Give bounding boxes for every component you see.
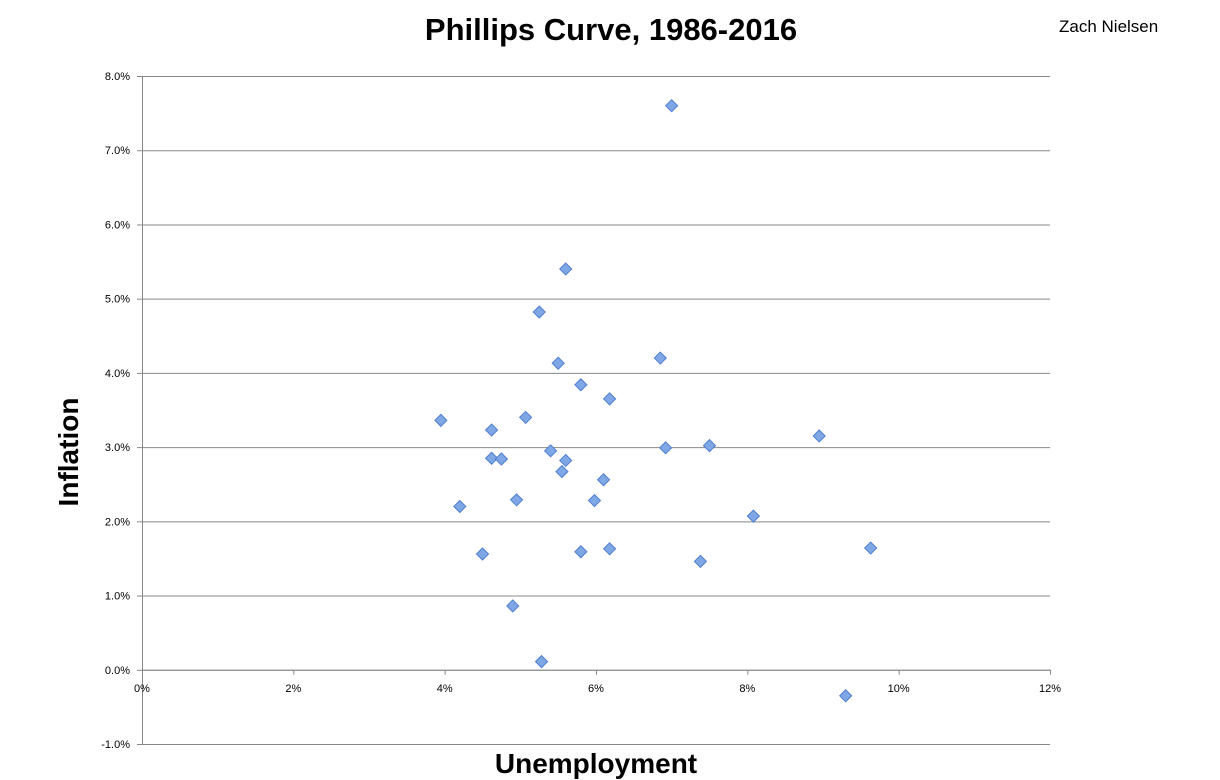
axes	[137, 76, 1051, 745]
y-tick-label: 1.0%	[105, 591, 130, 603]
data-point	[574, 545, 588, 559]
data-point	[664, 98, 679, 113]
data-point	[653, 351, 668, 365]
chart-title: Phillips Curve, 1986-2016	[424, 12, 798, 47]
data-point	[484, 451, 499, 465]
data-point	[506, 599, 520, 613]
author-name: Zach Nielsen	[1059, 17, 1159, 36]
data-point	[812, 429, 826, 443]
data-point	[587, 493, 602, 508]
data-point	[532, 305, 546, 319]
y-tick-label: 5.0%	[105, 294, 130, 306]
data-point	[574, 378, 588, 392]
data-point	[475, 547, 490, 561]
data-point	[509, 493, 524, 507]
data-point	[534, 654, 549, 669]
data-point	[863, 541, 878, 555]
y-tick-label: 4.0%	[105, 368, 130, 380]
y-tick-label: 0.0%	[105, 665, 130, 677]
x-tick-label: 2%	[285, 683, 301, 695]
y-tick-label: 2.0%	[105, 516, 130, 528]
y-tick-label: 7.0%	[105, 145, 130, 157]
data-point	[602, 392, 617, 406]
data-point	[596, 473, 611, 487]
x-tick-label: 4%	[437, 683, 453, 695]
x-tick-label: 10%	[888, 683, 910, 695]
data-point	[518, 410, 533, 425]
y-tick-label: -1.0%	[101, 739, 130, 751]
data-point	[559, 262, 573, 276]
data-point	[746, 509, 761, 523]
data-point	[543, 444, 558, 458]
data-point	[484, 423, 499, 437]
tick-labels: -1.0% 0.0% 1.0% 2.0% 3.0% 4.0% 5.0% 6.0% 7.0% 8.0…	[101, 71, 1061, 751]
data-point	[555, 464, 569, 479]
x-tick-label: 0%	[134, 683, 150, 695]
data-point	[838, 689, 853, 703]
data-points	[434, 98, 878, 703]
data-point	[559, 453, 573, 468]
data-point	[702, 438, 717, 453]
data-point	[602, 542, 617, 556]
x-tick-label: 12%	[1039, 683, 1061, 695]
x-tick-label: 8%	[739, 683, 755, 695]
data-point	[551, 356, 565, 370]
data-point	[494, 452, 509, 466]
y-tick-label: 8.0%	[105, 71, 130, 83]
data-point	[658, 441, 673, 455]
data-point	[453, 499, 467, 514]
x-tick-label: 6%	[588, 683, 604, 695]
data-point	[434, 413, 448, 428]
y-tick-label: 3.0%	[105, 442, 130, 454]
data-point	[693, 554, 708, 569]
y-tick-label: 6.0%	[105, 219, 130, 231]
gridlines	[142, 76, 1050, 745]
x-axis-label: Unemployment	[494, 748, 698, 779]
